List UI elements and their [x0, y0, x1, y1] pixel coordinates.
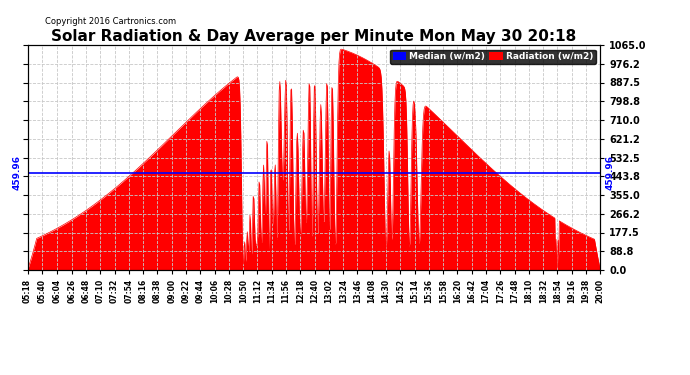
- Text: Copyright 2016 Cartronics.com: Copyright 2016 Cartronics.com: [45, 17, 176, 26]
- Title: Solar Radiation & Day Average per Minute Mon May 30 20:18: Solar Radiation & Day Average per Minute…: [51, 29, 577, 44]
- Text: 459.96: 459.96: [13, 155, 22, 190]
- Legend: Median (w/m2), Radiation (w/m2): Median (w/m2), Radiation (w/m2): [390, 50, 595, 64]
- Text: 459.96: 459.96: [606, 155, 615, 190]
